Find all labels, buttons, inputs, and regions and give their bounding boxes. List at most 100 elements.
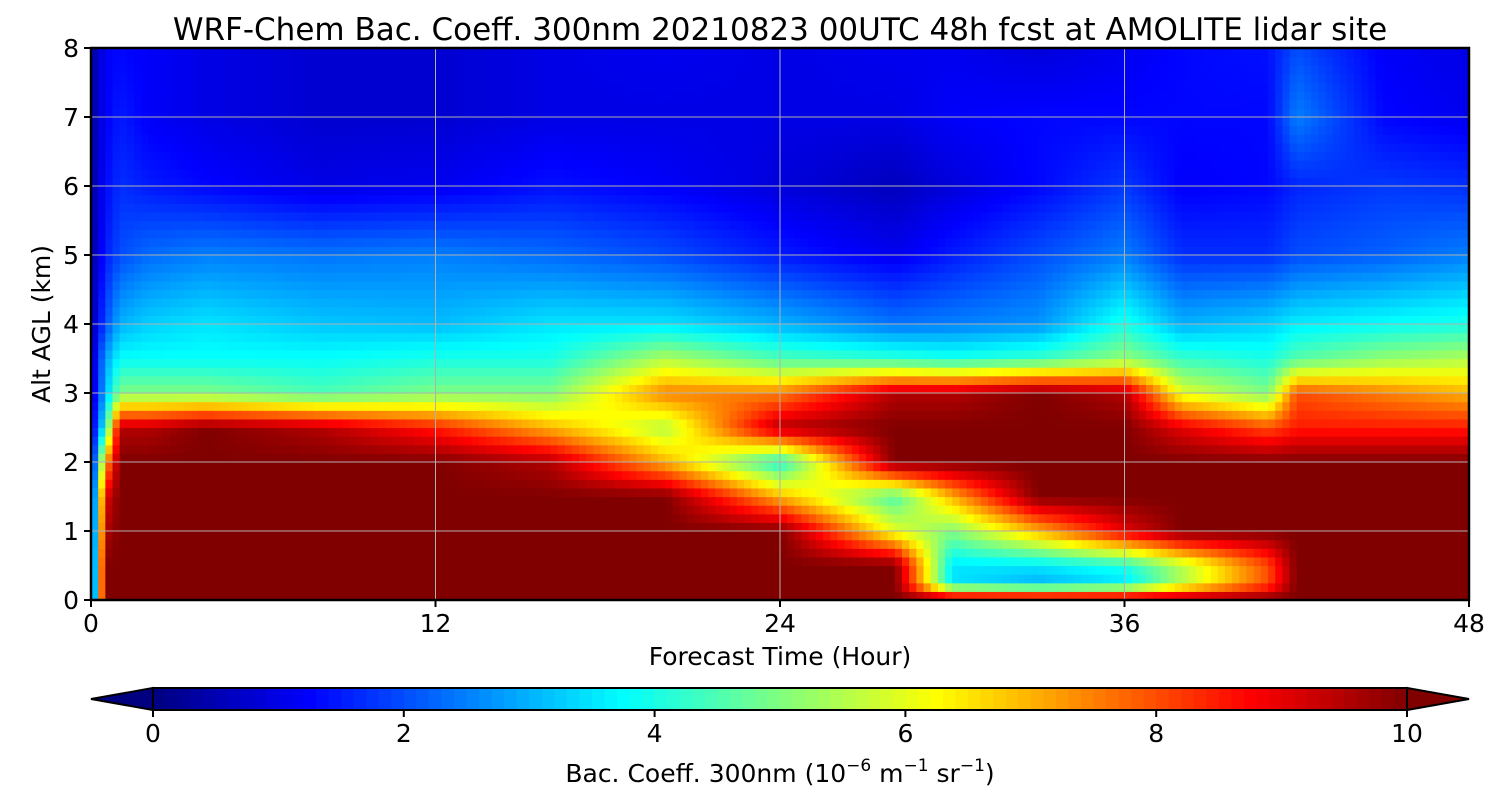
heatmap-cell [571,99,580,109]
heatmap-cell [399,418,408,429]
heatmap-cell [449,134,458,144]
heatmap-cell [406,496,415,506]
heatmap-cell [263,462,272,472]
heatmap-cell [349,453,358,463]
heatmap-cell [306,315,315,325]
heatmap-cell [213,324,221,334]
heatmap-cell [248,82,257,92]
heatmap-cell [320,220,329,230]
heatmap-cell [356,556,365,567]
heatmap-cell [205,246,214,256]
heatmap-cell [241,410,250,420]
heatmap-cell [335,496,343,506]
heatmap-cell [586,229,594,239]
heatmap-cell [507,237,516,247]
heatmap-cell [449,151,458,161]
heatmap-cell [507,177,516,187]
heatmap-cell [277,436,286,446]
heatmap-cell [399,160,408,170]
heatmap-cell [342,531,350,541]
heatmap-cell [256,65,264,75]
heatmap-cell [349,505,358,515]
heatmap-cell [593,246,602,256]
heatmap-cell [392,134,401,144]
heatmap-cell [442,462,451,472]
heatmap-cell [385,168,394,178]
heatmap-cell [313,487,322,498]
heatmap-cell [134,367,142,377]
heatmap-cell [126,341,135,351]
heatmap-cell [356,151,365,161]
heatmap-cell [579,48,587,58]
heatmap-cell [234,125,243,135]
heatmap-cell [406,298,415,308]
heatmap-cell [622,211,630,222]
heatmap-cell [471,48,480,58]
heatmap-cell [471,255,480,265]
heatmap-cell [370,522,379,532]
heatmap-cell [421,522,429,532]
heatmap-cell [449,211,458,222]
heatmap-cell [313,91,322,101]
heatmap-cell [406,142,415,153]
heatmap-cell [564,539,573,549]
heatmap-cell [392,125,401,135]
heatmap-cell [622,125,630,135]
heatmap-cell [514,65,523,75]
heatmap-cell [550,229,559,239]
heatmap-cell [636,298,645,308]
heatmap-cell [105,487,114,498]
heatmap-cell [485,194,494,204]
heatmap-cell [607,522,616,532]
heatmap-cell [622,255,630,265]
heatmap-cell [557,470,566,480]
heatmap-cell [227,246,236,256]
heatmap-cell [119,574,128,584]
heatmap-cell [586,186,594,196]
heatmap-cell [184,56,193,66]
heatmap-cell [234,91,243,101]
heatmap-cell [291,582,300,592]
heatmap-cell [248,237,257,247]
heatmap-cell [449,393,458,403]
heatmap-cell [184,539,193,549]
heatmap-cell [270,539,279,549]
heatmap-cell [327,505,336,515]
heatmap-cell [349,418,358,429]
heatmap-cell [629,65,638,75]
heatmap-cell [500,324,508,334]
heatmap-cell [442,427,451,437]
heatmap-cell [284,168,293,178]
heatmap-cell [227,393,236,403]
heatmap-cell [370,531,379,541]
heatmap-cell [521,591,530,601]
heatmap-cell [507,436,516,446]
heatmap-cell [134,220,142,230]
heatmap-cell [291,470,300,480]
heatmap-cell [593,427,602,437]
heatmap-cell [342,522,350,532]
heatmap-cell [169,367,178,377]
heatmap-cell [464,539,472,549]
heatmap-cell [500,393,508,403]
heatmap-cell [335,513,343,523]
heatmap-cell [500,280,508,291]
heatmap-cell [148,505,157,515]
heatmap-cell [248,255,257,265]
heatmap-cell [550,315,559,325]
heatmap-cell [586,289,594,299]
heatmap-cell [342,298,350,308]
heatmap-cell [643,56,652,66]
heatmap-cell [349,444,358,454]
heatmap-cell [600,125,609,135]
heatmap-cell [392,117,401,127]
heatmap-cell [492,539,501,549]
heatmap-cell [126,177,135,187]
heatmap-cell [162,496,171,506]
heatmap-cell [363,539,372,549]
heatmap-cell [464,142,472,153]
heatmap-cell [227,177,236,187]
heatmap-cell [299,427,307,437]
heatmap-cell [399,358,408,368]
heatmap-cell [500,444,508,454]
